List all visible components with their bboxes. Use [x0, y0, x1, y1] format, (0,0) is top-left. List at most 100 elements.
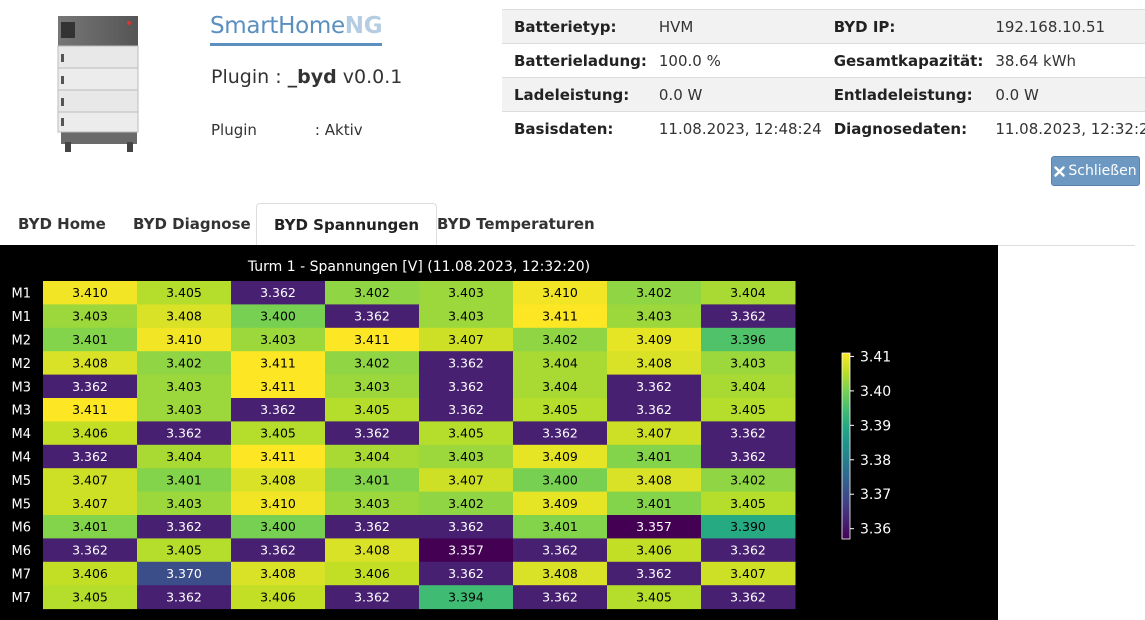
cell-value-label: 3.362	[166, 519, 202, 534]
tab-byd-spannungen[interactable]: BYD Spannungen	[256, 203, 438, 247]
cell-value-label: 3.411	[542, 309, 578, 324]
row-label: M3	[12, 404, 32, 419]
heatmap-cell	[607, 281, 702, 305]
cell-value-label: 3.407	[72, 472, 108, 487]
heatmap-cell	[419, 468, 514, 493]
heatmap-cell	[701, 515, 796, 539]
heatmap-cell	[607, 538, 702, 563]
heatmap-cell	[231, 491, 326, 516]
cell-value-label: 3.406	[72, 426, 108, 441]
heatmap-cell	[137, 327, 232, 352]
heatmap-cell	[701, 351, 796, 376]
heatmap-cell	[43, 327, 138, 352]
cell-value-label: 3.401	[542, 519, 578, 534]
heatmap-cell	[325, 561, 420, 586]
plugin-title: Plugin : _byd v0.0.1	[211, 66, 403, 88]
cell-value-label: 3.408	[260, 472, 296, 487]
heatmap-cell	[325, 304, 420, 329]
heatmap-cell	[701, 491, 796, 516]
cell-value-label: 3.403	[354, 496, 390, 511]
cell-value-label: 3.411	[72, 402, 108, 417]
cell-value-label: 3.408	[166, 309, 202, 324]
close-button[interactable]: Schließen	[1051, 156, 1140, 186]
cell-value-label: 3.357	[636, 519, 672, 534]
heatmap-cell	[701, 561, 796, 586]
heatmap-cell	[513, 538, 608, 563]
cell-value-label: 3.362	[636, 566, 672, 581]
info-value: 11.08.2023, 12:32:29	[983, 111, 1145, 145]
cell-value-label: 3.406	[260, 589, 296, 604]
heatmap-cell	[231, 538, 326, 563]
info-label: Ladeleistung:	[502, 77, 647, 112]
cell-value-label: 3.404	[542, 355, 578, 370]
heatmap-cell	[419, 327, 514, 352]
info-label: Batterietyp:	[502, 9, 647, 44]
heatmap-cell	[419, 374, 514, 399]
info-label: Diagnosedaten:	[821, 111, 984, 145]
tab-byd-temperaturen[interactable]: BYD Temperaturen	[437, 215, 595, 233]
row-label: M1	[12, 310, 32, 325]
heatmap-cell	[43, 585, 138, 610]
cell-value-label: 3.403	[260, 332, 296, 347]
row-label: M2	[12, 334, 32, 349]
row-label: M7	[12, 568, 32, 583]
cell-value-label: 3.362	[354, 426, 390, 441]
cell-value-label: 3.403	[448, 285, 484, 300]
cell-value-label: 3.411	[260, 355, 296, 370]
cell-value-label: 3.402	[166, 355, 202, 370]
heatmap-cell	[513, 327, 608, 352]
colorbar-tick-label: 3.36	[860, 522, 891, 538]
heatmap-cell	[701, 398, 796, 422]
row-label: M3	[12, 380, 32, 395]
cell-value-label: 3.362	[542, 543, 578, 558]
info-row: Ladeleistung: 0.0 W Entladeleistung: 0.0…	[502, 77, 1145, 112]
heatmap-cell	[325, 421, 420, 446]
heatmap-cell	[607, 515, 702, 539]
heatmap-cell	[137, 374, 232, 399]
heatmap-cell	[43, 491, 138, 516]
colorbar-tick-label: 3.38	[860, 453, 891, 469]
heatmap-cell	[607, 491, 702, 516]
info-value: HVM	[646, 9, 822, 44]
heatmap-cell	[419, 398, 514, 422]
info-value: 192.168.10.51	[983, 9, 1145, 44]
cell-value-label: 3.362	[166, 589, 202, 604]
cell-value-label: 3.404	[542, 379, 578, 394]
heatmap-cell	[701, 281, 796, 305]
colorbar-tick-label: 3.39	[860, 418, 891, 434]
heatmap-cell	[701, 444, 796, 469]
heatmap-cell	[701, 538, 796, 563]
info-row: Batterietyp: HVM BYD IP: 192.168.10.51	[502, 9, 1145, 44]
heatmap-cell	[231, 374, 326, 399]
heatmap-cell	[325, 374, 420, 399]
heatmap-cell	[701, 585, 796, 610]
cell-value-label: 3.362	[636, 379, 672, 394]
heatmap-cell	[43, 281, 138, 305]
heatmap-cell	[607, 468, 702, 493]
colorbar-tick-label: 3.41	[860, 349, 891, 365]
heatmap-cell	[607, 304, 702, 329]
tab-byd-diagnose[interactable]: BYD Diagnose	[133, 215, 251, 233]
heatmap-cell	[325, 398, 420, 422]
logo-underline	[210, 43, 382, 46]
cell-value-label: 3.362	[354, 519, 390, 534]
tab-bar: BYD Home BYD Diagnose BYD Spannungen BYD…	[0, 203, 1135, 247]
heatmap-cell	[325, 515, 420, 539]
cell-value-label: 3.404	[354, 449, 390, 464]
heatmap-cell	[43, 515, 138, 539]
tab-byd-home[interactable]: BYD Home	[18, 215, 106, 233]
info-value: 38.64 kWh	[983, 43, 1145, 78]
cell-value-label: 3.401	[72, 519, 108, 534]
cell-value-label: 3.401	[636, 496, 672, 511]
heatmap-cell	[43, 538, 138, 563]
cell-value-label: 3.409	[542, 449, 578, 464]
cell-value-label: 3.402	[354, 285, 390, 300]
info-value: 0.0 W	[983, 77, 1145, 112]
heatmap-cell	[137, 444, 232, 469]
heatmap-cell	[513, 444, 608, 469]
heatmap-cell	[325, 468, 420, 493]
row-label: M4	[12, 451, 32, 466]
heatmap-cell	[325, 491, 420, 516]
heatmap-cell	[607, 421, 702, 446]
cell-value-label: 3.362	[448, 379, 484, 394]
